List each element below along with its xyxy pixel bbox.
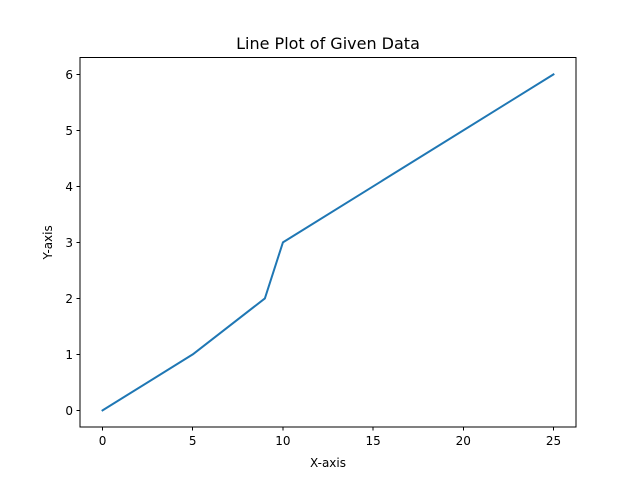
y-tick-label: 0: [65, 404, 73, 418]
y-axis-label: Y-axis: [41, 225, 55, 260]
x-tick-label: 10: [275, 434, 290, 448]
x-tick-label: 5: [189, 434, 197, 448]
x-axis-label: X-axis: [310, 456, 346, 470]
y-tick-label: 1: [65, 348, 73, 362]
x-tick-label: 20: [456, 434, 471, 448]
y-tick-label: 4: [65, 180, 73, 194]
y-tick-label: 3: [65, 236, 73, 250]
y-axis-ticks: 0 1 2 3 4 5 6: [65, 68, 80, 418]
series-layer: [101, 73, 555, 412]
x-axis-ticks: 0 5 10 15 20 25: [99, 427, 561, 448]
series-line: [101, 73, 555, 412]
y-tick-label: 5: [65, 124, 73, 138]
x-tick-label: 15: [365, 434, 380, 448]
x-tick-label: 25: [546, 434, 561, 448]
y-tick-label: 2: [65, 292, 73, 306]
y-tick-label: 6: [65, 68, 73, 82]
x-tick-label: 0: [99, 434, 107, 448]
chart-title: Line Plot of Given Data: [236, 34, 420, 53]
plot-background: [80, 57, 576, 428]
